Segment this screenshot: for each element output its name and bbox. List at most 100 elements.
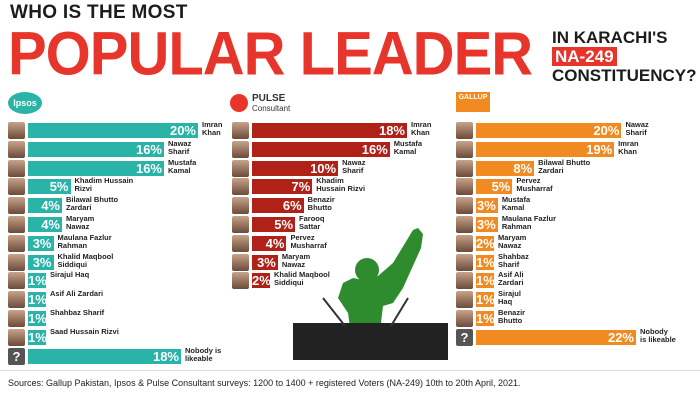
candidate-photo bbox=[232, 178, 249, 196]
pulse-logo: PULSE Consultant bbox=[230, 92, 310, 116]
candidate-photo bbox=[232, 197, 249, 215]
candidate-photo bbox=[456, 140, 473, 158]
candidate-name-line: Maryam bbox=[281, 251, 311, 261]
candidate-name-label: Nawaz Sharif bbox=[625, 121, 648, 137]
candidate-photo bbox=[8, 122, 25, 139]
candidate-row: ? 18% Nobody is likeable bbox=[8, 345, 223, 365]
candidate-name-label: Imran Khan bbox=[202, 121, 222, 137]
bar-mark bbox=[28, 179, 71, 195]
candidate-name-label: Shahbaz Sharif bbox=[50, 309, 104, 317]
bar-mark bbox=[28, 198, 62, 214]
pulse-logo-top: PULSE bbox=[252, 93, 286, 104]
bar-mark bbox=[476, 292, 494, 308]
value-label: 20% bbox=[169, 123, 196, 138]
candidate-photo bbox=[456, 178, 473, 196]
pulse-logo-bottom: Consultant bbox=[252, 104, 291, 113]
candidate-name-label: Benazir Bhutto bbox=[308, 196, 335, 212]
candidate-name-label: Mustafa Kamal bbox=[393, 138, 423, 156]
candidate-name-label: Bilawal Bhutto Zardari bbox=[66, 196, 118, 212]
bar-mark bbox=[476, 329, 636, 345]
value-label: 3% bbox=[32, 235, 52, 251]
candidate-name-line: Nobody is bbox=[185, 345, 222, 355]
candidate-photo bbox=[8, 197, 25, 215]
value-label: 6% bbox=[282, 198, 302, 214]
candidate-name-line: Siddiqui bbox=[57, 259, 88, 269]
candidate-name-line: Sharif bbox=[342, 165, 364, 175]
value-label: 19% bbox=[586, 141, 613, 157]
candidate-photo bbox=[456, 159, 473, 177]
value-label: 18% bbox=[378, 123, 405, 138]
title-right: IN KARACHI'S NA-249 CONSTITUENCY? bbox=[552, 28, 697, 85]
bar-mark bbox=[28, 311, 46, 326]
bar-mark bbox=[252, 141, 390, 157]
pulse-panel: 18% Imran Khan 16% Mustafa Kamal 10% Nawaz Shari… bbox=[232, 121, 447, 292]
candidate-name-label: Sirajul Haq bbox=[50, 271, 89, 279]
candidate-row: 3% Maulana Fazlur Rahman bbox=[456, 215, 696, 233]
candidate-name-line: Khalid Maqbool bbox=[57, 251, 114, 261]
candidate-row: 8% Bilawal Bhutto Zardari bbox=[456, 157, 696, 177]
bar-mark bbox=[252, 198, 304, 214]
footer-divider bbox=[0, 370, 700, 371]
candidate-row: 3% Khalid Maqbool Siddiqui bbox=[8, 251, 223, 271]
value-label: 3% bbox=[257, 254, 276, 270]
candidate-row: 3% Maryam Nawaz bbox=[232, 251, 447, 271]
candidate-name-line: Kamal bbox=[393, 146, 417, 156]
candidate-photo bbox=[8, 310, 25, 327]
candidate-name-line: Khan bbox=[202, 128, 221, 137]
source-footnote: Sources: Gallup Pakistan, Ipsos & Pulse … bbox=[8, 378, 521, 388]
bar-mark bbox=[28, 329, 46, 345]
candidate-row: 16% Mustafa Kamal bbox=[232, 138, 447, 158]
bar-mark bbox=[476, 198, 498, 214]
candidate-name-label: Maryam Nawaz bbox=[281, 251, 311, 269]
candidate-photo bbox=[456, 310, 473, 327]
candidate-name-label: Maulana Fazlur Rahman bbox=[58, 233, 112, 250]
candidate-name-line: Bilawal Bhutto bbox=[538, 157, 591, 167]
candidate-name-line: Siddiqui bbox=[274, 278, 304, 288]
candidate-name-line: Sharif bbox=[625, 128, 647, 137]
candidate-row: 4% Bilawal Bhutto Zardari bbox=[8, 196, 223, 215]
bar-mark bbox=[28, 141, 164, 157]
candidate-name-label: Saad Hussain Rizvi bbox=[50, 327, 119, 336]
candidate-row: 20% Imran Khan bbox=[8, 121, 223, 139]
candidate-name-line: Imran bbox=[618, 138, 639, 148]
bar-mark bbox=[28, 235, 54, 251]
bar-mark bbox=[252, 217, 296, 232]
value-label: 1% bbox=[28, 292, 47, 308]
candidate-photo bbox=[456, 234, 473, 252]
candidate-row: 3% Mustafa Kamal bbox=[456, 196, 696, 215]
value-label: 3% bbox=[32, 254, 52, 270]
candidate-name-line: Musharraf bbox=[290, 240, 327, 250]
candidate-name-line: Pervez bbox=[516, 176, 541, 186]
candidate-row: 1% Benazir Bhutto bbox=[456, 309, 696, 327]
candidate-row: 1% Shahbaz Sharif bbox=[8, 309, 223, 327]
candidate-name-line: Pervez bbox=[290, 232, 315, 242]
candidate-name-label: Nawaz Sharif bbox=[342, 158, 365, 175]
bar-mark bbox=[28, 292, 46, 308]
candidate-name-label: Khalid Maqbool Siddiqui bbox=[274, 271, 330, 287]
value-label: 4% bbox=[41, 198, 60, 214]
candidate-name-line: Haq bbox=[498, 297, 513, 307]
candidate-photo bbox=[8, 253, 25, 271]
candidate-name-line: Farooq bbox=[299, 214, 325, 223]
candidate-name-label: Pervez Musharraf bbox=[516, 177, 552, 193]
candidate-photo bbox=[232, 216, 249, 233]
candidate-name-label: Maryam Nawaz bbox=[66, 215, 94, 231]
value-label: 1% bbox=[28, 329, 47, 345]
candidate-name-line: likeable bbox=[185, 353, 213, 363]
bar-mark bbox=[476, 311, 494, 326]
value-label: 3% bbox=[477, 198, 496, 214]
candidate-row: 5% Pervez Musharraf bbox=[456, 177, 696, 196]
value-label: 5% bbox=[491, 179, 511, 195]
bar-mark bbox=[476, 217, 498, 232]
candidate-name-line: Asif Ali bbox=[498, 270, 524, 280]
bar-mark bbox=[252, 254, 278, 270]
candidate-name-line: Maryam bbox=[66, 214, 95, 223]
candidate-name-line: Sirajul bbox=[498, 289, 521, 299]
candidate-name-line: Rizvi bbox=[74, 184, 93, 194]
bar-mark bbox=[476, 273, 494, 289]
title-line-2: POPULAR LEADER bbox=[8, 19, 533, 89]
candidate-photo bbox=[232, 272, 249, 290]
bar-mark bbox=[476, 254, 494, 270]
value-label: 8% bbox=[513, 160, 533, 176]
candidate-name-line: Mustafa bbox=[393, 138, 423, 148]
